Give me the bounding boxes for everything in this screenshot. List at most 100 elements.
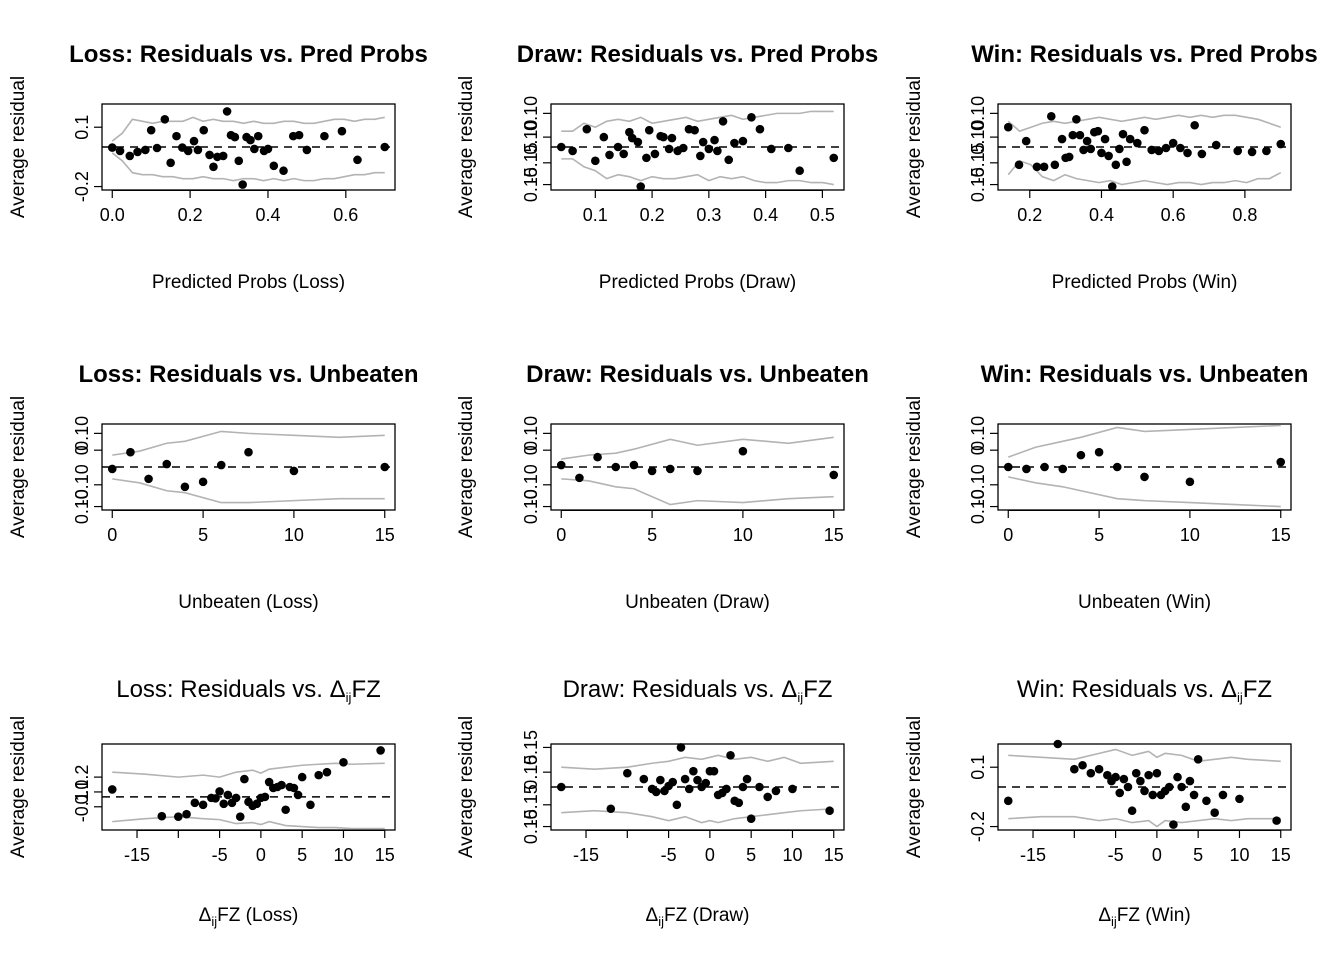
data-point [680,774,690,784]
panel-title: Win: Residuals vs. ΔijFZ [1017,676,1272,705]
data-point [709,766,719,776]
data-point [219,799,229,809]
y-axis-label: Average residual [904,716,925,858]
x-axis-label-text: Δ [646,905,659,926]
data-point [240,774,249,784]
data-point [556,460,566,470]
data-point [738,446,748,456]
title-suffix: FZ [1243,676,1272,703]
data-point [260,792,270,802]
data-point [1118,129,1128,139]
y-tick-label: -0.10 [521,464,541,505]
data-point [1104,151,1113,161]
data-point [679,143,688,153]
data-point [1218,790,1228,800]
y-tick-label: 0 [521,445,541,455]
data-point [1058,464,1068,474]
y-tick-label: 0.1 [968,755,988,780]
data-point [1189,790,1199,800]
x-tick-label: 0 [1003,525,1013,545]
panel-1: Loss: Residuals vs. Pred Probs 0.0 0.2 0.4 0… [8,41,428,293]
upper-band-line [561,110,834,132]
data-point [1040,462,1049,472]
upper-band-line [1008,748,1281,763]
x-axis-label-text: Unbeaten (Loss) [178,592,318,613]
data-point [575,473,584,483]
x-axis-label: ΔijFZ (Draw) [646,905,750,929]
data-point [1094,447,1104,457]
data-point [766,144,776,154]
data-point [1100,134,1110,144]
y-axis-label: Average residual [456,76,477,218]
y-tick-label: -0.2 [968,811,988,842]
x-axis-label: Unbeaten (Loss) [178,592,318,613]
x-axis-label-text: Δ [199,905,212,926]
data-point [771,786,781,796]
data-point [152,143,162,153]
x-tick-label: 0.1 [583,205,608,225]
x-tick-label: 10 [733,525,753,545]
data-point [1140,786,1149,796]
data-point [199,125,209,135]
data-point [1235,794,1244,804]
data-point [726,751,735,760]
data-point [1131,768,1141,778]
data-point [738,782,748,792]
data-point [1014,160,1024,170]
panel-7: Loss: Residuals vs. ΔijFZ-15 -5 0 5 10 150.20… [8,676,396,929]
y-tick-label: 0 [968,445,988,455]
y-tick-label: 0.10 [521,96,541,131]
y-tick-label: -0.15 [521,142,541,183]
data-point [1003,796,1013,806]
data-point [289,466,299,476]
data-point [724,155,734,165]
data-point [651,787,661,797]
data-point [701,778,711,788]
lower-band-line [561,478,834,506]
y-tick-label: 0.15 [521,809,541,844]
data-point [1111,160,1121,170]
data-point [696,151,705,161]
data-point [647,466,657,476]
x-axis-label: ΔijFZ (Win) [1098,905,1190,929]
x-axis-label-suffix: FZ (Win) [1117,905,1191,926]
data-point [353,155,362,165]
data-point [713,146,722,156]
panel-title: Draw: Residuals vs. Unbeaten [526,361,869,388]
data-point [172,131,181,141]
x-tick-label: 10 [782,845,802,865]
y-axis-label: Average residual [904,76,925,218]
data-point [160,115,170,124]
data-point [599,132,609,142]
data-point [755,782,764,792]
lower-band-line [112,815,385,830]
y-axis-label: Average residual [8,396,29,538]
data-point [591,156,600,166]
data-point [1247,147,1257,157]
data-point [1127,806,1137,816]
data-point [1082,136,1092,146]
data-point [216,460,226,470]
data-point [605,150,614,160]
data-point [1169,820,1178,829]
data-point [281,805,290,815]
data-point [684,784,694,794]
x-axis-label-suffix: FZ (Loss) [217,905,298,926]
data-point [672,800,682,810]
data-point [1039,162,1049,172]
data-point [234,156,244,166]
data-point [619,149,629,159]
x-tick-label: 0.2 [640,205,665,225]
y-axis-label: Average residual [8,76,29,218]
data-point [294,130,304,140]
data-point [1097,148,1106,158]
data-point [174,812,183,821]
data-point [189,136,199,146]
data-point [320,131,329,141]
panel-3: Win: Residuals vs. Pred Probs 0.2 0.4 0.6 0.… [904,41,1318,293]
data-point [1123,782,1133,792]
lower-band-line [1008,815,1281,828]
x-tick-label: 10 [1229,845,1249,865]
data-point [1140,125,1149,135]
